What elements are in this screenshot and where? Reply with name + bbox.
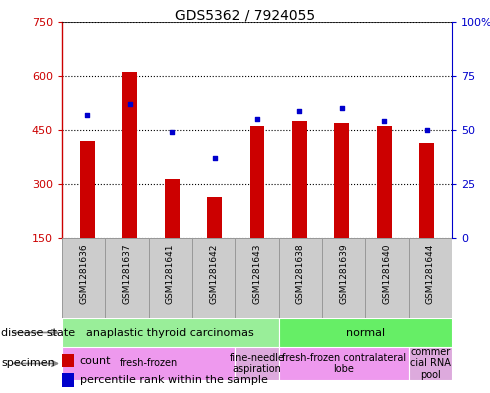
Text: commer
cial RNA
pool: commer cial RNA pool: [410, 347, 451, 380]
Text: GSM1281644: GSM1281644: [426, 244, 435, 304]
Text: GSM1281637: GSM1281637: [122, 244, 131, 304]
Text: anaplastic thyroid carcinomas: anaplastic thyroid carcinomas: [86, 327, 254, 338]
Bar: [279, 318, 452, 347]
Bar: [335, 123, 349, 238]
Bar: [165, 178, 179, 238]
Bar: [62, 354, 74, 367]
Bar: [62, 238, 105, 318]
Text: GSM1281636: GSM1281636: [79, 244, 88, 304]
Text: count: count: [80, 356, 111, 366]
Point: [168, 129, 176, 135]
Bar: [80, 141, 95, 238]
Bar: [377, 127, 392, 238]
Point: [126, 101, 134, 107]
Text: GSM1281639: GSM1281639: [339, 244, 348, 304]
Text: GSM1281642: GSM1281642: [209, 244, 218, 304]
Point: [211, 155, 219, 161]
Bar: [322, 238, 366, 318]
Bar: [279, 238, 322, 318]
Text: fine-needle
aspiration: fine-needle aspiration: [229, 353, 285, 374]
Bar: [366, 238, 409, 318]
Text: GSM1281641: GSM1281641: [166, 244, 175, 304]
Bar: [62, 373, 74, 387]
Point: [83, 112, 91, 118]
Bar: [279, 347, 409, 380]
Text: GSM1281638: GSM1281638: [296, 244, 305, 304]
Text: percentile rank within the sample: percentile rank within the sample: [80, 375, 268, 386]
Text: specimen: specimen: [1, 358, 55, 369]
Bar: [62, 318, 279, 347]
Bar: [122, 72, 137, 238]
Point: [253, 116, 261, 122]
Point: [380, 118, 388, 125]
Point: [338, 105, 346, 112]
Bar: [292, 121, 307, 238]
Text: GSM1281640: GSM1281640: [383, 244, 392, 304]
Bar: [419, 143, 434, 238]
Text: fresh-frozen: fresh-frozen: [120, 358, 178, 369]
Bar: [62, 347, 235, 380]
Bar: [249, 127, 265, 238]
Bar: [235, 347, 279, 380]
Text: GDS5362 / 7924055: GDS5362 / 7924055: [175, 9, 315, 23]
Bar: [105, 238, 148, 318]
Bar: [207, 196, 222, 238]
Text: GSM1281643: GSM1281643: [252, 244, 262, 304]
Point: [295, 107, 303, 114]
Bar: [235, 238, 279, 318]
Text: fresh-frozen contralateral
lobe: fresh-frozen contralateral lobe: [282, 353, 406, 374]
Text: disease state: disease state: [1, 327, 75, 338]
Bar: [148, 238, 192, 318]
Bar: [409, 347, 452, 380]
Point: [423, 127, 431, 133]
Bar: [409, 238, 452, 318]
Text: normal: normal: [346, 327, 385, 338]
Bar: [192, 238, 235, 318]
